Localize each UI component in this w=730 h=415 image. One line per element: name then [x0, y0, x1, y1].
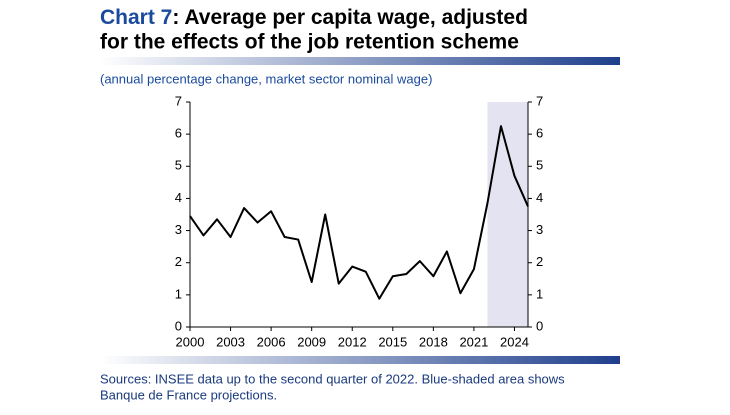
divider — [100, 57, 620, 65]
y-tick-label: 0 — [175, 318, 182, 333]
subtitle: (annual percentage change, market sector… — [100, 71, 432, 86]
x-tick-label: 2006 — [257, 334, 286, 349]
divider — [100, 356, 620, 364]
chart-title: for the effects of the job retention sch… — [100, 31, 519, 54]
y2-tick-label: 2 — [536, 254, 543, 269]
y-tick-label: 1 — [175, 286, 182, 301]
chart-title: : Average per capita wage, adjusted — [172, 6, 528, 29]
x-tick-label: 2021 — [459, 334, 488, 349]
source: Banque de France projections. — [100, 387, 277, 402]
x-tick-label: 2003 — [216, 334, 245, 349]
y-tick-label: 5 — [175, 158, 182, 173]
y2-tick-label: 0 — [536, 318, 543, 333]
y-tick-label: 3 — [175, 222, 182, 237]
x-tick-label: 2009 — [297, 334, 326, 349]
y2-tick-label: 5 — [536, 158, 543, 173]
y2-tick-label: 6 — [536, 126, 543, 141]
y2-tick-label: 1 — [536, 286, 543, 301]
y2-tick-label: 7 — [536, 93, 543, 108]
x-tick-label: 2012 — [338, 334, 367, 349]
projection-shade — [487, 102, 528, 327]
source: Sources: INSEE data up to the second qua… — [100, 371, 565, 386]
line — [189, 125, 529, 300]
y-tick-label: 6 — [175, 126, 182, 141]
x-tick-label: 2024 — [500, 334, 529, 349]
chart-label: Chart 7 — [100, 6, 172, 29]
y-tick-label: 2 — [175, 254, 182, 269]
y-tick-label: 4 — [175, 190, 182, 205]
x-tick-label: 2015 — [378, 334, 407, 349]
y2-tick-label: 4 — [536, 190, 543, 205]
y2-tick-label: 3 — [536, 222, 543, 237]
x-tick-label: 2018 — [419, 334, 448, 349]
x-tick-label: 2000 — [176, 334, 205, 349]
y-tick-label: 7 — [175, 93, 182, 108]
title-line: Chart 7: Average per capita wage, adjust… — [100, 6, 528, 29]
